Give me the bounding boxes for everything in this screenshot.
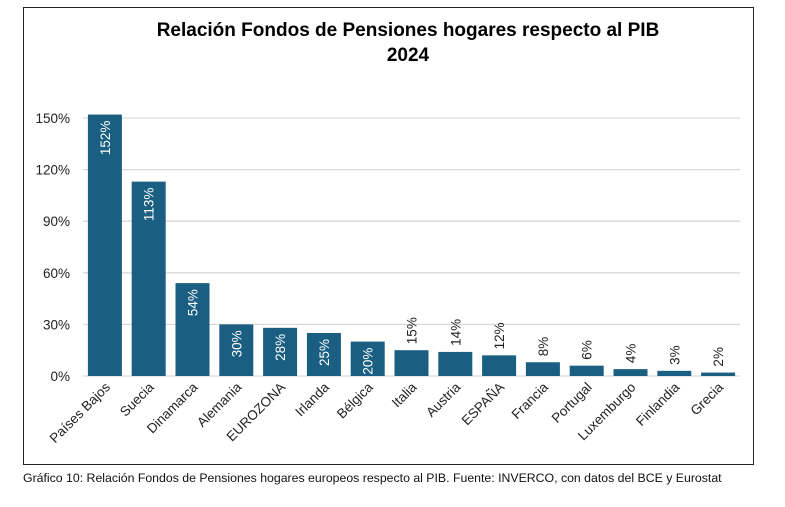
data-label: 2% xyxy=(711,347,726,367)
y-tick-label: 0% xyxy=(50,369,70,384)
bar xyxy=(350,341,385,376)
x-tick-label: Países Bajos xyxy=(47,379,113,445)
chart-frame xyxy=(23,7,754,465)
bar xyxy=(613,369,648,376)
data-label: 8% xyxy=(536,337,551,357)
bar xyxy=(569,365,604,376)
bar xyxy=(482,355,517,376)
chart-title: Relación Fondos de Pensiones hogares res… xyxy=(157,20,660,41)
y-tick-label: 150% xyxy=(35,111,70,126)
bar xyxy=(219,324,254,376)
data-label: 152% xyxy=(98,121,113,156)
data-label: 20% xyxy=(361,348,376,375)
y-tick-label: 60% xyxy=(43,266,70,281)
bar xyxy=(87,114,122,376)
bar xyxy=(438,351,473,376)
x-tick-label: ESPAÑA xyxy=(459,380,508,429)
data-label: 30% xyxy=(229,330,244,357)
bar xyxy=(306,333,341,376)
y-tick-label: 90% xyxy=(43,214,70,229)
x-tick-label: Suecia xyxy=(117,379,157,419)
x-tick-label: Grecia xyxy=(687,379,726,418)
bar xyxy=(701,372,736,376)
data-label: 4% xyxy=(624,344,639,364)
data-label: 28% xyxy=(273,334,288,361)
data-label: 14% xyxy=(448,319,463,346)
data-label: 25% xyxy=(317,339,332,366)
data-label: 54% xyxy=(186,289,201,316)
data-label: 6% xyxy=(580,340,595,360)
bar xyxy=(175,283,210,376)
figure-caption: Gráfico 10: Relación Fondos de Pensiones… xyxy=(23,471,722,485)
data-label: 113% xyxy=(142,188,157,222)
y-tick-label: 30% xyxy=(43,317,70,332)
bar xyxy=(657,370,692,376)
y-tick-label: 120% xyxy=(35,163,70,178)
data-label: 15% xyxy=(405,317,420,344)
bar xyxy=(525,362,560,376)
x-tick-label: Austria xyxy=(423,379,464,420)
bar xyxy=(263,327,298,376)
x-tick-label: Bélgica xyxy=(334,379,376,421)
data-label: 3% xyxy=(667,345,682,365)
x-tick-label: Francia xyxy=(509,379,552,422)
x-tick-label: Finlandia xyxy=(633,379,683,429)
bar xyxy=(131,181,166,376)
x-tick-label: Italia xyxy=(389,379,420,410)
x-tick-label: Irlanda xyxy=(292,379,332,419)
chart-subtitle: 2024 xyxy=(387,45,430,66)
bar xyxy=(394,350,429,376)
data-label: 12% xyxy=(492,322,507,349)
